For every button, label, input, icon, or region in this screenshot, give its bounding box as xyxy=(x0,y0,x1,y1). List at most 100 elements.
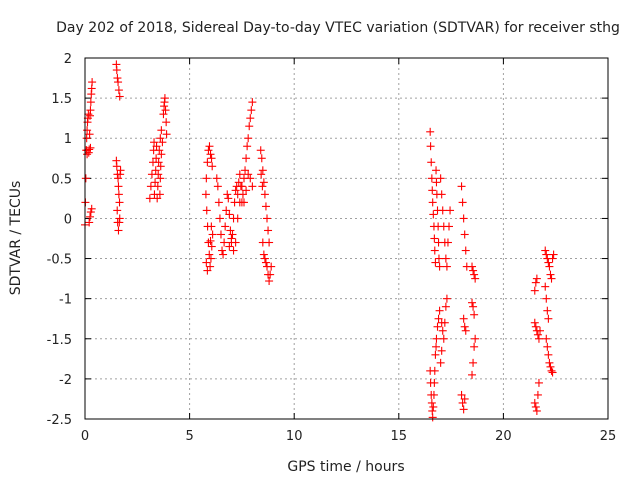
data-point xyxy=(428,198,437,207)
data-point xyxy=(220,238,229,247)
data-point xyxy=(244,134,253,143)
data-point xyxy=(461,326,470,335)
data-point xyxy=(459,214,468,223)
data-point xyxy=(468,298,477,307)
x-tick-label: 0 xyxy=(81,429,89,444)
data-point xyxy=(145,194,154,203)
data-point xyxy=(115,214,124,223)
data-point xyxy=(231,186,240,195)
data-point xyxy=(231,238,240,247)
data-point xyxy=(160,94,169,103)
data-point xyxy=(544,350,553,359)
data-point xyxy=(243,142,252,151)
data-point xyxy=(202,174,211,183)
data-point xyxy=(546,270,555,279)
data-point xyxy=(433,322,442,331)
chart-title: Day 202 of 2018, Sidereal Day-to-day VTE… xyxy=(56,20,620,36)
data-point xyxy=(155,146,164,155)
data-point xyxy=(157,150,166,159)
data-point xyxy=(205,142,214,151)
data-point xyxy=(159,110,168,119)
data-point xyxy=(214,198,223,207)
x-tick-label: 20 xyxy=(495,429,512,444)
y-tick-label: -1.5 xyxy=(47,333,72,348)
data-point xyxy=(434,314,443,323)
data-point xyxy=(244,170,253,179)
data-point xyxy=(530,286,539,295)
data-point xyxy=(432,178,441,187)
data-point xyxy=(259,250,268,259)
data-point xyxy=(82,134,91,143)
data-point xyxy=(542,250,551,259)
y-tick-label: -2.5 xyxy=(47,413,72,428)
data-point xyxy=(547,274,556,283)
data-point xyxy=(206,150,215,159)
data-point xyxy=(88,78,97,87)
data-point xyxy=(468,262,477,271)
y-tick-label: 1 xyxy=(64,132,72,147)
data-point xyxy=(81,174,90,183)
data-point xyxy=(225,210,234,219)
data-point xyxy=(445,222,454,231)
data-point xyxy=(544,314,553,323)
data-point xyxy=(87,204,96,213)
data-point xyxy=(427,398,436,407)
data-point xyxy=(534,378,543,387)
data-point xyxy=(435,306,444,315)
data-point xyxy=(548,368,557,377)
data-point xyxy=(204,238,213,247)
data-point xyxy=(114,174,123,183)
data-point xyxy=(156,174,165,183)
data-point xyxy=(427,174,436,183)
data-point xyxy=(234,178,243,187)
data-point xyxy=(542,294,551,303)
data-point xyxy=(429,402,438,411)
data-point xyxy=(146,182,155,191)
data-point xyxy=(263,214,272,223)
data-point xyxy=(428,186,437,195)
data-point xyxy=(223,190,232,199)
data-point xyxy=(212,174,221,183)
data-point xyxy=(208,162,217,171)
y-axis-label: SDTVAR / TECUs xyxy=(8,181,24,296)
data-point xyxy=(154,170,163,179)
data-point xyxy=(546,362,555,371)
data-point xyxy=(544,258,553,267)
data-point xyxy=(534,334,543,343)
data-point xyxy=(441,302,450,311)
data-point xyxy=(83,150,92,159)
data-point xyxy=(215,214,224,223)
data-point xyxy=(216,230,225,239)
data-point xyxy=(83,126,92,135)
x-tick-label: 10 xyxy=(286,429,303,444)
data-point xyxy=(531,278,540,287)
data-point xyxy=(432,342,441,351)
data-point xyxy=(442,294,451,303)
data-point xyxy=(245,122,254,131)
data-point xyxy=(158,138,167,147)
data-point xyxy=(114,190,123,199)
y-tick-label: -0.5 xyxy=(47,253,72,268)
data-point xyxy=(238,190,247,199)
data-point xyxy=(86,212,95,221)
tick-labels: 0 5 10 15 20 25 2 1.5 1 0.5 0 -0.5 -1 -1.5 -2 -2.5 xyxy=(47,52,617,444)
data-point xyxy=(432,166,441,175)
data-point xyxy=(457,390,466,399)
data-point xyxy=(114,182,123,191)
y-tick-label: 0 xyxy=(64,212,72,227)
data-point xyxy=(261,202,270,211)
data-point xyxy=(248,98,257,107)
data-point xyxy=(265,277,274,286)
data-point xyxy=(256,146,265,155)
data-point xyxy=(533,390,542,399)
data-point xyxy=(469,266,478,275)
data-point xyxy=(457,182,466,191)
data-point xyxy=(437,346,446,355)
y-tick-label: 0.5 xyxy=(51,172,72,187)
data-point xyxy=(549,250,558,259)
data-point xyxy=(267,262,276,271)
data-point xyxy=(266,270,275,279)
data-point xyxy=(233,214,242,223)
data-point xyxy=(241,166,250,175)
data-point xyxy=(85,218,94,227)
